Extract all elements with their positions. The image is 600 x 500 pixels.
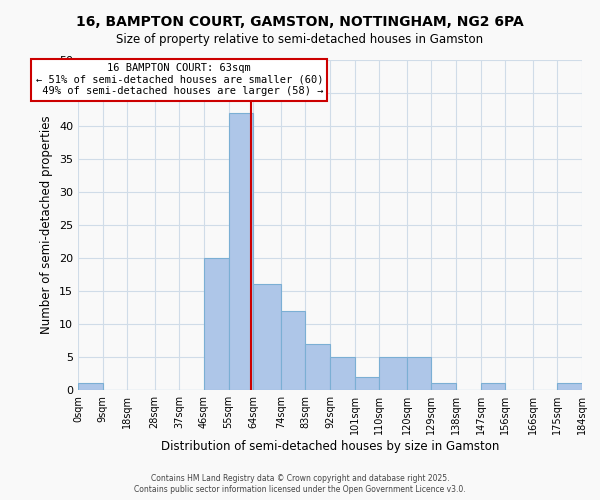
Bar (431, 384, 456, 390)
Bar (204, 258, 229, 390)
Bar (305, 344, 330, 390)
Bar (407, 357, 431, 390)
Bar (355, 377, 379, 390)
Bar (481, 384, 505, 390)
Text: 16 BAMPTON COURT: 63sqm
← 51% of semi-detached houses are smaller (60)
 49% of s: 16 BAMPTON COURT: 63sqm ← 51% of semi-de… (35, 64, 323, 96)
Bar (557, 384, 582, 390)
Bar (253, 284, 281, 390)
Text: Size of property relative to semi-detached houses in Gamston: Size of property relative to semi-detach… (116, 32, 484, 46)
Bar (78, 384, 103, 390)
Text: 16, BAMPTON COURT, GAMSTON, NOTTINGHAM, NG2 6PA: 16, BAMPTON COURT, GAMSTON, NOTTINGHAM, … (76, 15, 524, 29)
Text: Contains HM Land Registry data © Crown copyright and database right 2025.
Contai: Contains HM Land Registry data © Crown c… (134, 474, 466, 494)
Bar (379, 357, 407, 390)
Bar (281, 311, 305, 390)
Y-axis label: Number of semi-detached properties: Number of semi-detached properties (40, 116, 53, 334)
Bar (229, 113, 253, 390)
X-axis label: Distribution of semi-detached houses by size in Gamston: Distribution of semi-detached houses by … (161, 440, 499, 453)
Bar (330, 357, 355, 390)
